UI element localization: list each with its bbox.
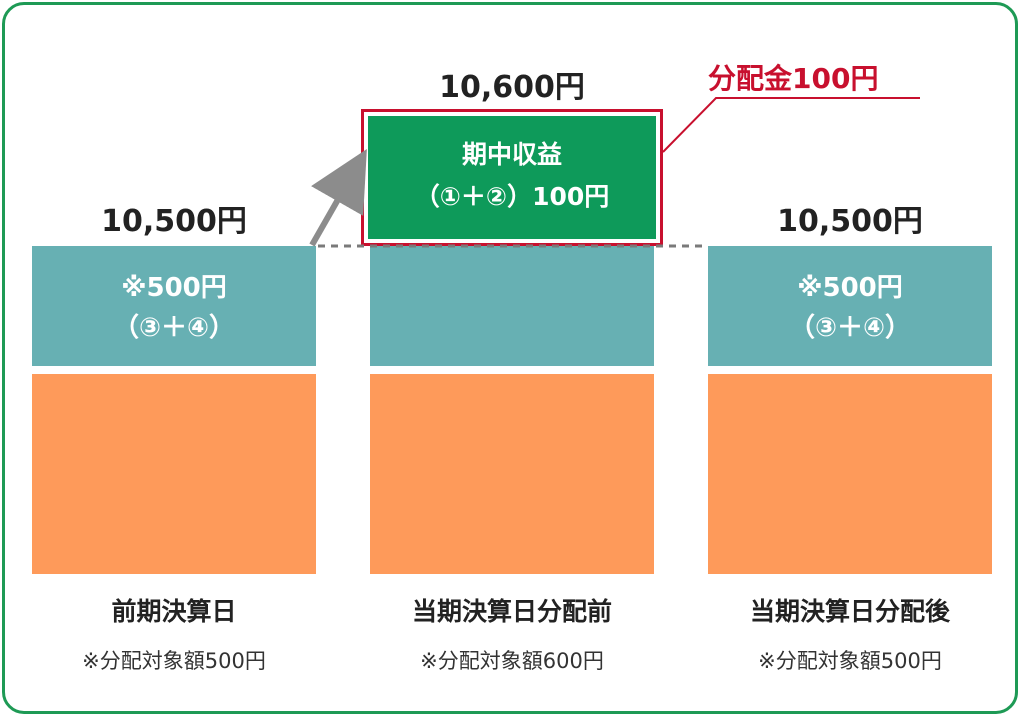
- income-box: 期中収益 （①＋②）100円: [368, 116, 656, 239]
- column-label-col2: 当期決算日分配前: [411, 597, 612, 626]
- dividend-source-amount: ※500円: [121, 273, 227, 303]
- total-value-col2: 10,600円: [439, 70, 585, 105]
- growth-arrow-icon: [309, 148, 367, 247]
- dividend-source-box-col1: ※500円 （③＋④）: [32, 246, 316, 366]
- principal-box-col2: [370, 374, 654, 574]
- column-note-col1: ※分配対象額500円: [82, 649, 266, 673]
- dividend-source-box-col2: [370, 246, 654, 366]
- total-value-col1: 10,500円: [101, 204, 247, 239]
- total-value-col3: 10,500円: [777, 204, 923, 239]
- distribution-callout-line: [662, 97, 920, 153]
- income-formula: （①＋②）100円: [414, 182, 610, 211]
- dividend-source-formula: （③＋④）: [112, 313, 236, 343]
- column-note-col2: ※分配対象額600円: [420, 649, 604, 673]
- income-box-highlight: 期中収益 （①＋②）100円: [361, 109, 663, 246]
- principal-box-col1: [32, 374, 316, 574]
- principal-box-col3: [708, 374, 992, 574]
- distribution-label: 分配金100円: [708, 62, 879, 95]
- dividend-source-formula: （③＋④）: [788, 313, 912, 343]
- column-note-col3: ※分配対象額500円: [758, 649, 942, 673]
- column-label-col3: 当期決算日分配後: [749, 597, 950, 626]
- dividend-source-box-col3: ※500円 （③＋④）: [708, 246, 992, 366]
- income-title: 期中収益: [461, 140, 562, 169]
- column-label-col1: 前期決算日: [111, 597, 237, 626]
- dividend-source-amount: ※500円: [797, 273, 903, 303]
